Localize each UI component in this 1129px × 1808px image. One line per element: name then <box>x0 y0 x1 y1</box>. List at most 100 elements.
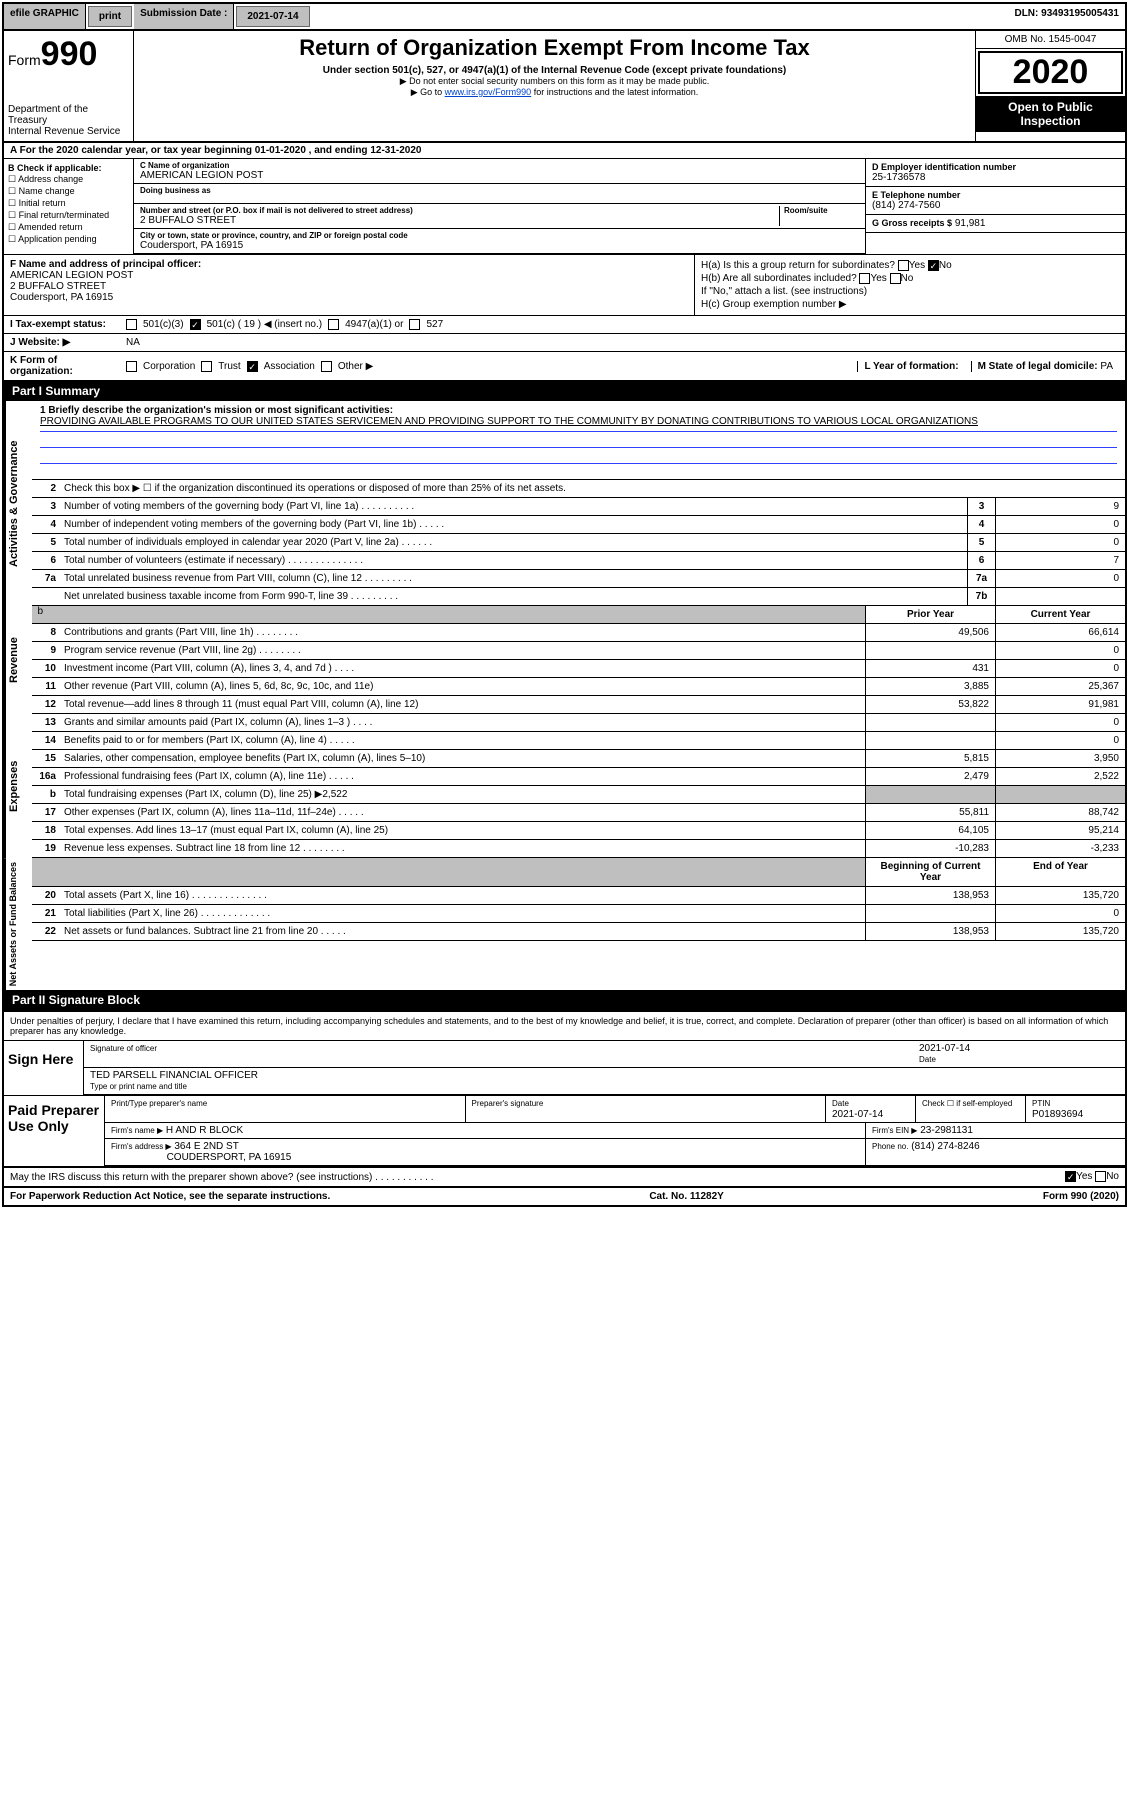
discuss-no[interactable] <box>1095 1171 1106 1182</box>
footer-left: For Paperwork Reduction Act Notice, see … <box>10 1191 330 1202</box>
dln-value: DLN: 93493195005431 <box>1008 4 1125 29</box>
irs-link[interactable]: www.irs.gov/Form990 <box>445 87 532 97</box>
check-501c[interactable]: ✓ <box>190 319 201 330</box>
table-row: Net unrelated business taxable income fr… <box>32 588 1125 606</box>
l1-label: 1 Briefly describe the organization's mi… <box>40 405 1117 416</box>
pp-self[interactable]: Check ☐ if self-employed <box>922 1099 1012 1108</box>
subtitle-1: Under section 501(c), 527, or 4947(a)(1)… <box>142 65 967 76</box>
discuss-row: May the IRS discuss this return with the… <box>4 1168 1125 1187</box>
check-initial-return[interactable]: ☐ Initial return <box>8 198 129 209</box>
section-f: F Name and address of principal officer:… <box>4 255 695 315</box>
check-pending[interactable]: ☐ Application pending <box>8 234 129 245</box>
no2: No <box>901 273 914 284</box>
dy: Yes <box>1076 1172 1092 1183</box>
part-i-activities: Activities & Governance 1 Briefly descri… <box>4 401 1125 606</box>
firm-name: H AND R BLOCK <box>166 1125 243 1136</box>
ha-yes[interactable] <box>898 260 909 271</box>
hc-label: H(c) Group exemption number ▶ <box>701 299 1119 310</box>
hb-yes[interactable] <box>859 273 870 284</box>
tab-activities: Activities & Governance <box>4 401 32 606</box>
footer: For Paperwork Reduction Act Notice, see … <box>4 1188 1125 1205</box>
pp-date-lbl: Date <box>832 1099 849 1108</box>
submission-date-label: Submission Date : <box>134 4 234 29</box>
b-label: B Check if applicable: <box>8 163 129 173</box>
declaration-text: Under penalties of perjury, I declare th… <box>4 1010 1125 1040</box>
part-i-netassets: Net Assets or Fund Balances Beginning of… <box>4 858 1125 990</box>
phone-lbl: E Telephone number <box>872 190 1119 200</box>
part-i-bar: Part I Summary <box>4 381 1125 401</box>
tax-year: 2020 <box>978 51 1123 94</box>
l2-text: Check this box ▶ ☐ if the organization d… <box>60 480 1125 497</box>
check-corp[interactable] <box>126 361 137 372</box>
check-name-change[interactable]: ☐ Name change <box>8 186 129 197</box>
firm-phone: (814) 274-8246 <box>911 1141 979 1152</box>
opt-amend: Amended return <box>18 222 83 232</box>
check-address-change[interactable]: ☐ Address change <box>8 174 129 185</box>
header-right: OMB No. 1545-0047 2020 Open to Public In… <box>975 31 1125 141</box>
paid-label: Paid Preparer Use Only <box>4 1096 104 1166</box>
table-row: 10Investment income (Part VIII, column (… <box>32 660 1125 678</box>
org-name: AMERICAN LEGION POST <box>140 170 859 181</box>
hb-no[interactable] <box>890 273 901 284</box>
table-row: 9Program service revenue (Part VIII, lin… <box>32 642 1125 660</box>
street-address: 2 BUFFALO STREET <box>140 215 779 226</box>
check-final-return[interactable]: ☐ Final return/terminated <box>8 210 129 221</box>
goto-suffix: for instructions and the latest informat… <box>531 87 698 97</box>
ha-no[interactable]: ✓ <box>928 260 939 271</box>
dept-treasury: Department of the Treasury <box>8 104 129 126</box>
table-row: 5Total number of individuals employed in… <box>32 534 1125 552</box>
submission-date-value: 2021-07-14 <box>236 6 309 27</box>
phone-value: (814) 274-7560 <box>872 200 1119 211</box>
city-lbl: City or town, state or province, country… <box>140 231 859 240</box>
dn: No <box>1106 1172 1119 1183</box>
mission-block: 1 Briefly describe the organization's mi… <box>32 401 1125 480</box>
k-label: K Form of organization: <box>10 355 120 377</box>
sig-label: Signature of officer <box>90 1044 157 1053</box>
check-amended[interactable]: ☐ Amended return <box>8 222 129 233</box>
part-ii-bar: Part II Signature Block <box>4 990 1125 1010</box>
check-other[interactable] <box>321 361 332 372</box>
col-current: Current Year <box>995 606 1125 623</box>
check-4947[interactable] <box>328 319 339 330</box>
ein-value: 25-1736578 <box>872 172 1119 183</box>
opt-init: Initial return <box>19 198 66 208</box>
addr-lbl: Number and street (or P.O. box if mail i… <box>140 206 779 215</box>
yes2: Yes <box>870 273 886 284</box>
row-klm: K Form of organization: Corporation Trus… <box>4 352 1125 381</box>
m-value: PA <box>1100 361 1113 372</box>
hb-label: H(b) Are all subordinates included? <box>701 273 857 284</box>
print-button[interactable]: print <box>88 6 132 27</box>
hb-note: If "No," attach a list. (see instruction… <box>701 286 1119 297</box>
open-inspection: Open to Public Inspection <box>976 96 1125 132</box>
check-assoc[interactable]: ✓ <box>247 361 258 372</box>
o-501c3: 501(c)(3) <box>143 319 184 330</box>
form-container: efile GRAPHIC print Submission Date : 20… <box>2 2 1127 1207</box>
subtitle-2: ▶ Do not enter social security numbers o… <box>142 76 967 87</box>
check-trust[interactable] <box>201 361 212 372</box>
form-title: Return of Organization Exempt From Incom… <box>142 35 967 61</box>
table-row: 21Total liabilities (Part X, line 26) . … <box>32 905 1125 923</box>
sig-date: 2021-07-14 <box>919 1043 970 1054</box>
goto-prefix: ▶ Go to <box>411 87 445 97</box>
header: Form990 Department of the Treasury Inter… <box>4 31 1125 143</box>
discuss-yes[interactable]: ✓ <box>1065 1171 1076 1182</box>
table-row: 17Other expenses (Part IX, column (A), l… <box>32 804 1125 822</box>
tab-revenue: Revenue <box>4 606 32 714</box>
table-row: bTotal fundraising expenses (Part IX, co… <box>32 786 1125 804</box>
i-label: I Tax-exempt status: <box>10 319 120 330</box>
table-row: 11Other revenue (Part VIII, column (A), … <box>32 678 1125 696</box>
check-501c3[interactable] <box>126 319 137 330</box>
part-i-expenses: Expenses 13Grants and similar amounts pa… <box>4 714 1125 858</box>
opt-addr: Address change <box>18 174 83 184</box>
date-label: Date <box>919 1055 936 1064</box>
footer-right: Form 990 (2020) <box>1043 1191 1119 1202</box>
pp-date: 2021-07-14 <box>832 1109 883 1120</box>
o-4947: 4947(a)(1) or <box>345 319 403 330</box>
o-501c: 501(c) ( 19 ) ◀ (insert no.) <box>207 319 323 330</box>
officer-block: F Name and address of principal officer:… <box>4 255 1125 316</box>
o-other: Other ▶ <box>338 361 373 372</box>
ptin-lbl: PTIN <box>1032 1099 1050 1108</box>
check-527[interactable] <box>409 319 420 330</box>
identity-block: B Check if applicable: ☐ Address change … <box>4 159 1125 255</box>
ha-label: H(a) Is this a group return for subordin… <box>701 260 895 271</box>
